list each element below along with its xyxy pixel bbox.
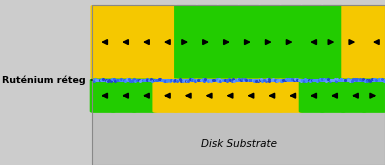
FancyBboxPatch shape (341, 5, 366, 79)
FancyBboxPatch shape (362, 79, 385, 113)
Text: Disk Substrate: Disk Substrate (201, 139, 277, 148)
FancyBboxPatch shape (300, 5, 324, 79)
FancyBboxPatch shape (153, 5, 178, 79)
FancyBboxPatch shape (340, 79, 367, 113)
FancyBboxPatch shape (216, 5, 241, 79)
FancyBboxPatch shape (110, 79, 137, 113)
Bar (92, 79, 385, 82)
FancyBboxPatch shape (194, 79, 221, 113)
FancyBboxPatch shape (320, 5, 345, 79)
FancyBboxPatch shape (237, 5, 261, 79)
Bar (92, 79, 385, 112)
Bar (92, 112, 385, 165)
FancyBboxPatch shape (195, 5, 220, 79)
FancyBboxPatch shape (257, 79, 283, 113)
Bar (92, 5, 385, 165)
FancyBboxPatch shape (299, 79, 325, 113)
FancyBboxPatch shape (279, 5, 303, 79)
FancyBboxPatch shape (132, 79, 158, 113)
FancyBboxPatch shape (90, 79, 116, 113)
FancyBboxPatch shape (362, 5, 385, 79)
FancyBboxPatch shape (320, 79, 346, 113)
FancyBboxPatch shape (173, 79, 199, 113)
FancyBboxPatch shape (132, 5, 157, 79)
FancyBboxPatch shape (258, 5, 283, 79)
Text: Ruténium réteg: Ruténium réteg (2, 75, 92, 85)
FancyBboxPatch shape (236, 79, 262, 113)
FancyBboxPatch shape (90, 5, 115, 79)
FancyBboxPatch shape (174, 5, 199, 79)
FancyBboxPatch shape (215, 79, 241, 113)
FancyBboxPatch shape (152, 79, 179, 113)
Bar (92, 5, 385, 79)
FancyBboxPatch shape (278, 79, 304, 113)
FancyBboxPatch shape (111, 5, 136, 79)
